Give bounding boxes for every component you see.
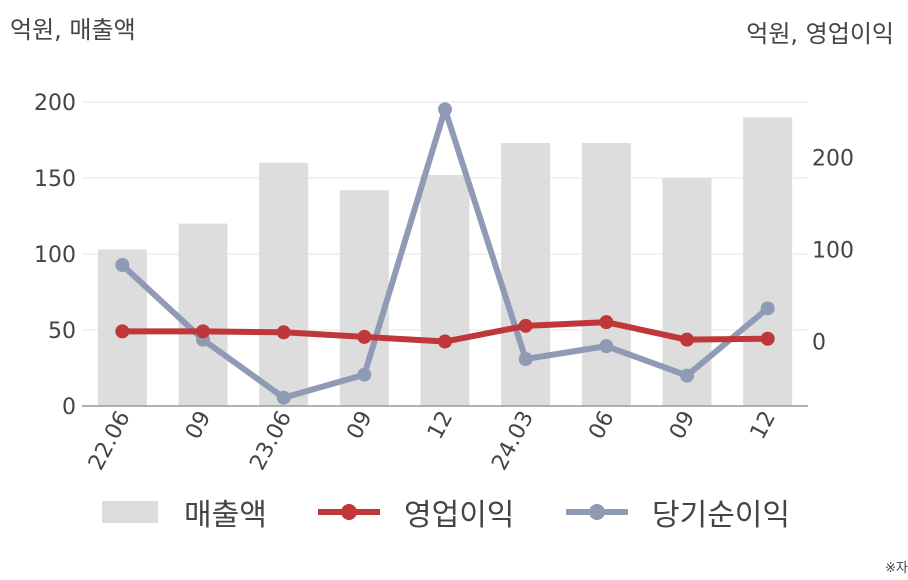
legend-item-net-income: 당기순이익: [566, 490, 790, 534]
point-operating-profit: [438, 334, 452, 349]
bar-revenue: [178, 223, 228, 406]
bar-revenue: [743, 117, 793, 406]
bar-revenue: [581, 143, 631, 407]
x-tick-label: 12: [423, 407, 458, 443]
x-tick-label: 06: [584, 407, 619, 443]
y-left-tick-label: 50: [48, 319, 76, 344]
y-left-tick-label: 0: [62, 395, 76, 420]
point-net-income: [760, 301, 775, 316]
x-tick-label: 09: [181, 407, 216, 443]
left-axis-unit: 억원, 매출액: [10, 16, 136, 44]
x-tick-label: 12: [746, 407, 781, 443]
point-net-income: [115, 258, 130, 273]
legend-label-operating-profit: 영업이익: [404, 498, 515, 533]
legend-swatch-net-income: [566, 504, 628, 520]
y-left-tick-label: 150: [34, 167, 76, 192]
right-axis-unit: 억원, 영업이익: [746, 20, 894, 48]
legend-item-operating-profit: 영업이익: [318, 490, 514, 534]
y-right-tick-label: 200: [812, 146, 854, 171]
legend-label-net-income: 당기순이익: [652, 498, 790, 533]
bar-revenue: [420, 174, 470, 406]
point-operating-profit: [115, 324, 130, 339]
point-operating-profit: [518, 318, 533, 333]
y-left-tick-label: 100: [34, 243, 76, 268]
x-tick-label: 09: [342, 407, 377, 443]
point-operating-profit: [599, 315, 614, 330]
point-net-income: [518, 352, 533, 367]
legend: 매출액 영업이익 당기순이익: [0, 490, 908, 540]
bar-revenue: [501, 143, 551, 407]
y-right-tick-label: 100: [812, 238, 854, 263]
legend-item-revenue: 매출액: [102, 490, 267, 534]
x-tick-label: 24.03: [487, 407, 539, 474]
point-net-income: [680, 368, 694, 383]
legend-swatch-operating-profit: [318, 504, 380, 520]
y-left-tick-label: 200: [34, 91, 76, 116]
point-operating-profit: [680, 332, 694, 347]
footnote: ※자: [885, 561, 908, 576]
point-operating-profit: [276, 325, 291, 340]
point-net-income: [599, 339, 614, 354]
y-right-tick-label: 0: [812, 331, 826, 356]
point-operating-profit: [760, 331, 775, 346]
bar-revenue: [259, 162, 309, 406]
point-operating-profit: [196, 324, 210, 339]
legend-swatch-revenue: [102, 501, 158, 523]
point-operating-profit: [357, 329, 372, 344]
point-net-income: [357, 367, 372, 382]
point-net-income: [438, 102, 452, 117]
x-tick-label: 09: [665, 407, 700, 443]
point-net-income: [276, 390, 291, 405]
x-tick-label: 22.06: [84, 407, 136, 474]
legend-label-revenue: 매출액: [184, 498, 267, 533]
x-tick-label: 23.06: [245, 407, 297, 474]
